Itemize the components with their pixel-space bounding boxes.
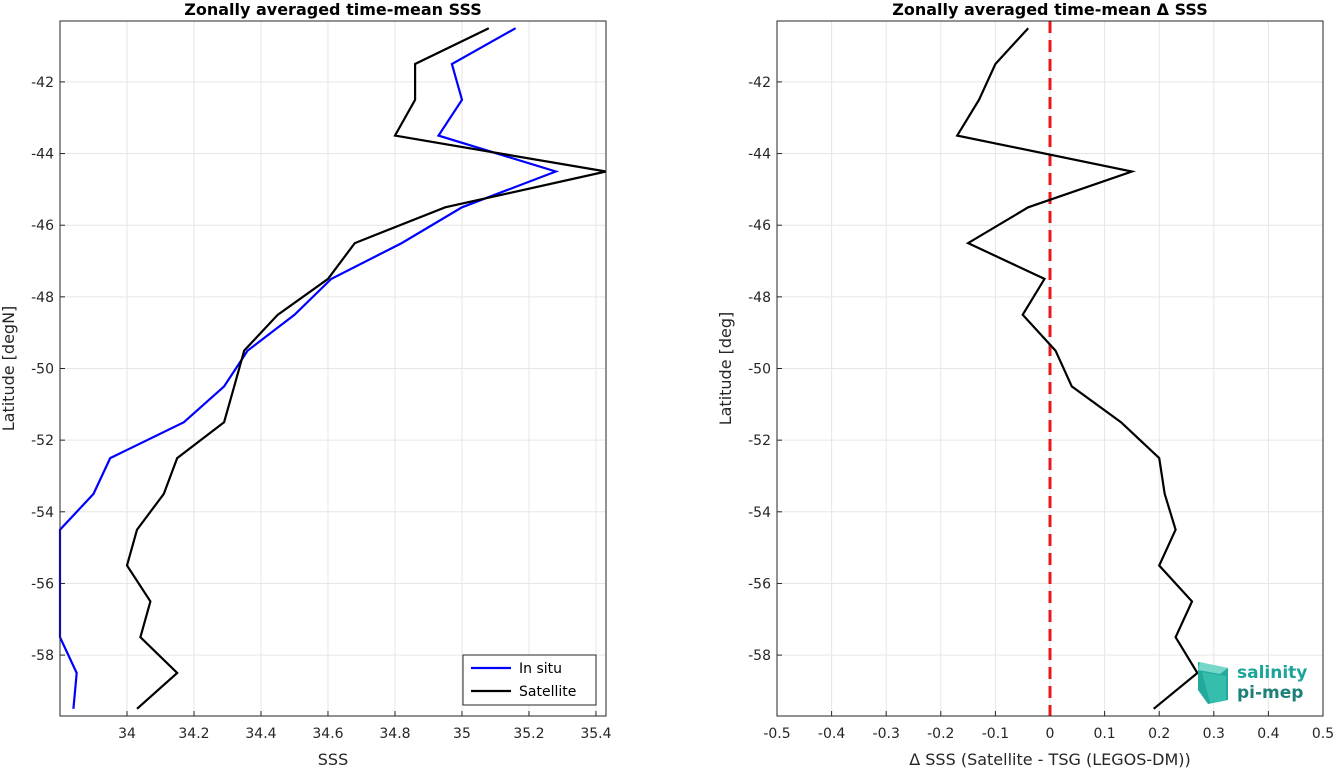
axes-box	[59, 20, 607, 717]
y-tick-label: -50	[31, 362, 54, 378]
x-tick-label: 34.2	[178, 726, 209, 742]
x-tick-label: 0.3	[1203, 726, 1225, 742]
left-panel: 34 34.2 34.4 34.6 34.8 35 35.2 35.4 -42 -44 -46 -48…	[0, 0, 612, 769]
y-tick-label: -42	[31, 75, 54, 91]
chart-title: Zonally averaged time-mean Δ SSS	[892, 0, 1208, 19]
x-tick-label: 34.8	[379, 726, 410, 742]
x-tick-label: 0.4	[1257, 726, 1279, 742]
axes-box	[776, 20, 1324, 717]
y-tick-label: -58	[31, 648, 54, 664]
x-tick-label: 34.6	[312, 726, 343, 742]
y-tick-label: -50	[748, 362, 771, 378]
y-tick-label: -44	[31, 147, 54, 163]
logo-line2: pi-mep	[1237, 683, 1303, 703]
chart-title: Zonally averaged time-mean SSS	[184, 0, 482, 19]
x-tick-label: 35.2	[513, 726, 544, 742]
delta-sss-line	[955, 27, 1199, 710]
legend: In situ Satellite	[462, 654, 597, 706]
y-tick-label: -48	[31, 290, 54, 306]
y-tick-label: -44	[748, 147, 771, 163]
x-tick-label: -0.2	[927, 726, 954, 742]
y-axis-label: Latitude [degN]	[0, 306, 18, 432]
y-tick-label: -48	[748, 290, 771, 306]
x-tick-label: 34.4	[245, 726, 276, 742]
legend-label: In situ	[519, 661, 562, 677]
x-tick-label: 0.2	[1148, 726, 1170, 742]
x-tick-label: 0.1	[1093, 726, 1115, 742]
logo-mark-icon	[1198, 662, 1228, 704]
x-tick-label: 0	[1046, 726, 1055, 742]
x-tick-label: -0.3	[873, 726, 900, 742]
y-tick-label: -56	[31, 576, 54, 592]
y-tick-label: -42	[748, 75, 771, 91]
logo-line1: salinity	[1237, 663, 1307, 683]
x-axis-label: Δ SSS (Satellite - TSG (LEGOS-DM))	[909, 750, 1191, 769]
y-tick-label: -56	[748, 576, 771, 592]
y-tick-label: -46	[748, 218, 771, 234]
satellite-line	[125, 27, 607, 710]
x-tick-label: -0.4	[818, 726, 845, 742]
x-tick-label: -0.1	[982, 726, 1009, 742]
y-tick-label: -52	[31, 433, 54, 449]
legend-label: Satellite	[519, 684, 576, 700]
right-panel: -0.5 -0.4 -0.3 -0.2 -0.1 0 0.1 0.2 0.3 0.4 0.5 -42 -…	[716, 0, 1334, 769]
legend-box	[462, 654, 597, 706]
x-tick-label: 0.5	[1312, 726, 1334, 742]
x-tick-label: 34	[118, 726, 136, 742]
salinity-pi-mep-logo: salinity pi-mep	[1198, 662, 1307, 704]
y-axis-label: Latitude [deg]	[716, 312, 735, 426]
x-tick-label: 35.4	[580, 726, 611, 742]
x-tick-label: -0.5	[763, 726, 790, 742]
x-tick-label: 35	[453, 726, 471, 742]
y-tick-label: -52	[748, 433, 771, 449]
y-tick-label: -58	[748, 648, 771, 664]
y-tick-label: -54	[748, 505, 771, 521]
x-axis-label: SSS	[318, 750, 348, 769]
y-tick-label: -54	[31, 505, 54, 521]
y-tick-label: -46	[31, 218, 54, 234]
